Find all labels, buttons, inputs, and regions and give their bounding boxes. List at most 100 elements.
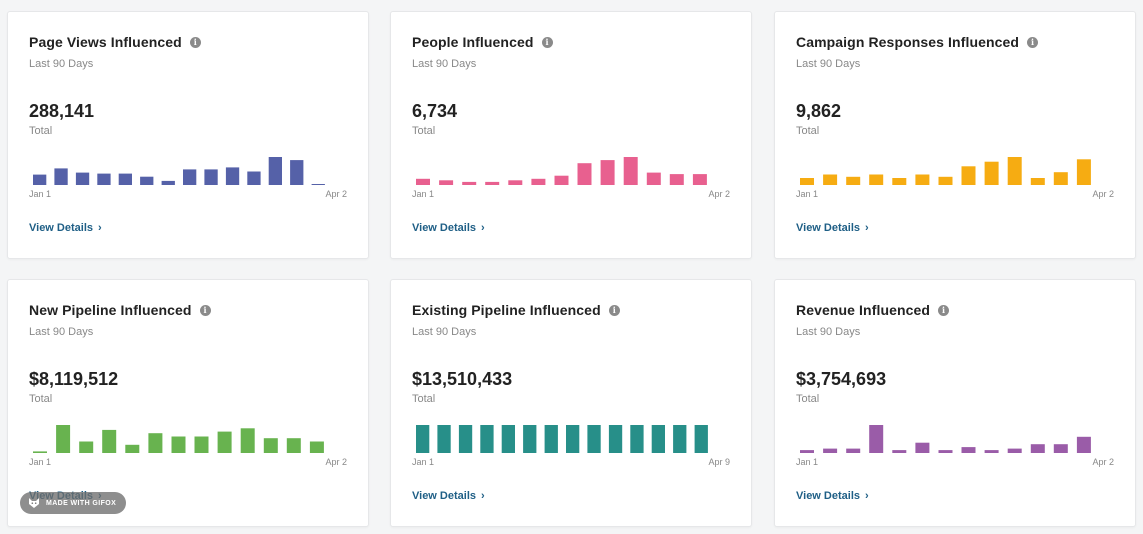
chart-bar[interactable] [102, 429, 117, 453]
chart-bar[interactable] [800, 178, 814, 185]
bar-chart: Jan 1 Apr 2 [796, 425, 1114, 467]
info-icon[interactable]: i [541, 36, 553, 48]
info-icon[interactable]: i [1027, 36, 1039, 48]
view-details-link[interactable]: View Details › [412, 222, 485, 234]
chart-bar[interactable] [938, 176, 953, 185]
chart-bar[interactable] [1007, 448, 1022, 453]
chart-bar[interactable] [961, 166, 976, 185]
chart-bar[interactable] [1030, 444, 1045, 453]
card-header: Page Views Influenced i [29, 34, 201, 50]
chart-bar[interactable] [600, 160, 615, 185]
chart-bar[interactable] [1053, 172, 1068, 185]
chart-bar[interactable] [97, 173, 111, 185]
chart-start-label: Jan 1 [29, 457, 51, 467]
info-icon[interactable]: i [938, 304, 950, 316]
card-total-label: Total [29, 393, 53, 405]
chart-bar[interactable] [669, 174, 684, 185]
chart-bar[interactable] [531, 178, 546, 185]
chart-bar[interactable] [869, 174, 884, 186]
chart-bar[interactable] [544, 425, 558, 453]
chart-bar[interactable] [1007, 157, 1022, 185]
chart-bar[interactable] [501, 425, 515, 453]
chart-bar[interactable] [480, 425, 494, 453]
chart-bar[interactable] [118, 173, 132, 185]
chart-bar[interactable] [290, 160, 304, 185]
info-icon[interactable]: i [199, 304, 211, 316]
chart-bar[interactable] [673, 425, 687, 453]
chart-bar[interactable] [240, 428, 255, 453]
chart-bar[interactable] [437, 425, 451, 453]
chart-bar[interactable] [694, 425, 708, 453]
chart-bar[interactable] [416, 425, 430, 453]
chart-bar[interactable] [823, 174, 838, 186]
chart-bar[interactable] [1076, 159, 1091, 185]
chart-bar[interactable] [1030, 178, 1045, 185]
chart-bar[interactable] [984, 450, 999, 453]
chart-bar[interactable] [225, 167, 240, 185]
chart-bar[interactable] [217, 431, 232, 453]
chart-bar[interactable] [311, 184, 325, 185]
view-details-link[interactable]: View Details › [412, 490, 485, 502]
chart-bar[interactable] [823, 448, 838, 453]
chart-bar[interactable] [183, 169, 197, 185]
chart-bar[interactable] [984, 161, 999, 185]
chart-bar[interactable] [416, 178, 430, 185]
chart-bar[interactable] [194, 436, 209, 454]
chart-bar[interactable] [961, 447, 976, 453]
chart-bar[interactable] [587, 425, 601, 453]
info-icon[interactable]: i [608, 304, 620, 316]
chart-bar[interactable] [33, 451, 47, 453]
chart-bar[interactable] [630, 425, 644, 453]
chart-bar[interactable] [140, 176, 154, 185]
chart-bar[interactable] [646, 172, 661, 185]
chart-bar[interactable] [846, 176, 861, 185]
card-title: Page Views Influenced [29, 34, 182, 50]
chart-bar[interactable] [171, 436, 186, 454]
chart-bar[interactable] [125, 444, 140, 453]
chart-bar[interactable] [204, 169, 218, 185]
chart-bar[interactable] [869, 425, 884, 453]
chart-bar[interactable] [462, 181, 477, 185]
chart-bar[interactable] [263, 438, 278, 453]
chart-bar[interactable] [608, 425, 623, 453]
chart-bar[interactable] [33, 174, 47, 185]
chart-bar[interactable] [286, 438, 301, 453]
card-title: Revenue Influenced [796, 302, 931, 318]
chart-bar[interactable] [566, 425, 580, 453]
chart-bar[interactable] [623, 157, 638, 185]
chart-bar[interactable] [56, 425, 71, 453]
chart-bar[interactable] [577, 163, 592, 185]
chart-bar[interactable] [523, 425, 537, 453]
chart-bar[interactable] [54, 168, 68, 185]
card-total-label: Total [796, 125, 820, 137]
chart-bar[interactable] [247, 171, 261, 186]
view-details-link[interactable]: View Details › [796, 490, 869, 502]
card-subtitle: Last 90 Days [412, 326, 477, 338]
view-details-link[interactable]: View Details › [29, 222, 102, 234]
chart-bar[interactable] [161, 180, 175, 185]
view-details-link[interactable]: View Details › [796, 222, 869, 234]
chart-bar[interactable] [148, 433, 163, 453]
chart-bar[interactable] [554, 175, 569, 185]
chart-bar[interactable] [800, 450, 814, 453]
chart-bar[interactable] [892, 450, 907, 453]
chart-bar[interactable] [485, 181, 500, 185]
chart-bar[interactable] [1076, 436, 1091, 453]
chart-bar[interactable] [846, 448, 861, 453]
chart-bar[interactable] [938, 450, 953, 453]
chart-bar[interactable] [458, 425, 473, 453]
info-icon[interactable]: i [189, 36, 201, 48]
chart-bar[interactable] [79, 441, 94, 454]
chart-bar[interactable] [1053, 444, 1068, 453]
card-total-value: $8,119,512 [29, 369, 119, 389]
chart-bar[interactable] [892, 178, 907, 185]
chart-bar[interactable] [915, 442, 930, 453]
chart-bar[interactable] [915, 174, 930, 186]
chart-bar[interactable] [309, 441, 324, 454]
chart-bar[interactable] [439, 180, 454, 185]
chart-bar[interactable] [651, 425, 665, 453]
chart-bar[interactable] [75, 172, 90, 185]
chart-bar[interactable] [268, 157, 282, 185]
chart-bar[interactable] [692, 174, 707, 185]
chart-bar[interactable] [508, 180, 523, 185]
